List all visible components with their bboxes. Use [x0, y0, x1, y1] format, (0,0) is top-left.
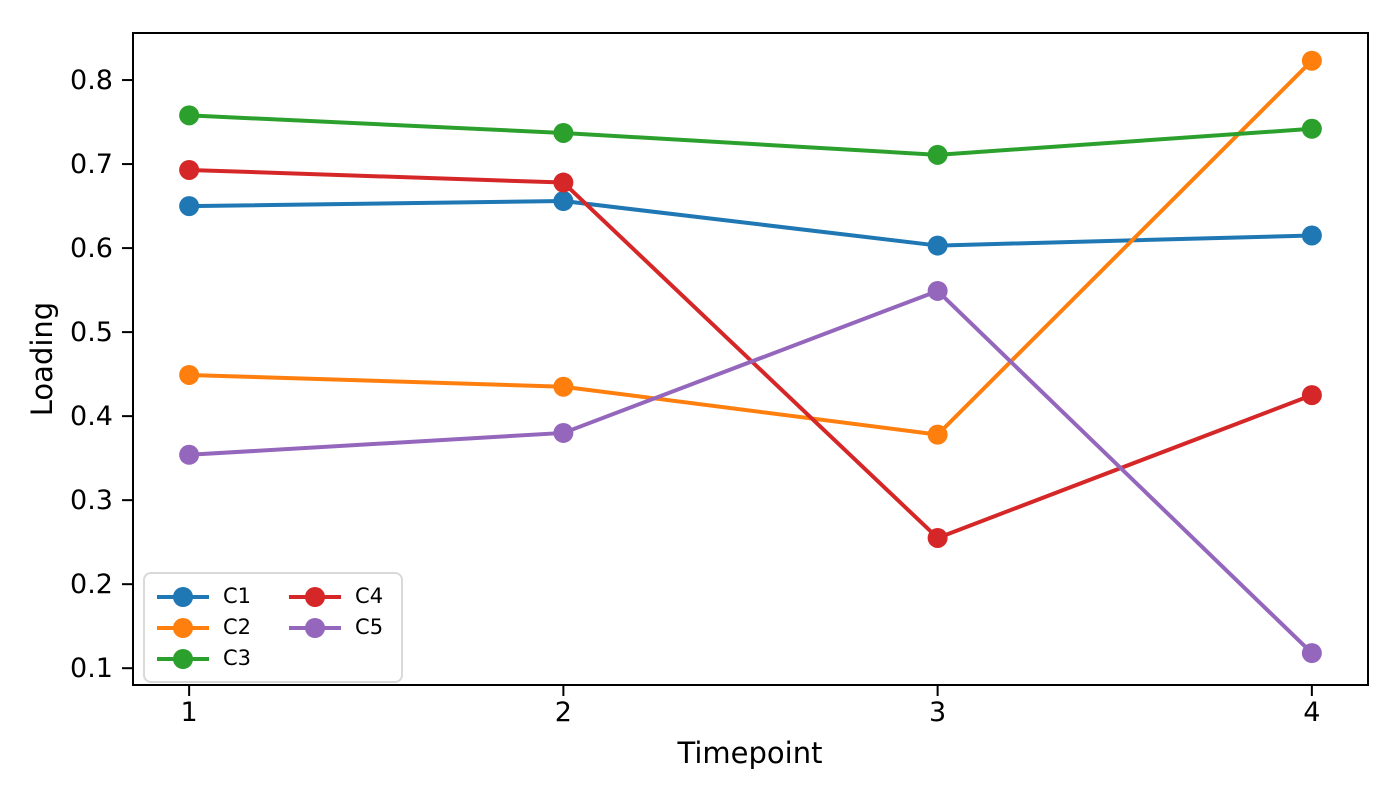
- marker-C3-t2: [553, 122, 574, 143]
- legend-marker-c4: [289, 586, 342, 607]
- x-tick-label: 2: [555, 697, 572, 728]
- legend-marker-c1: [157, 586, 209, 607]
- marker-C2-t1: [179, 364, 200, 385]
- legend-dot-icon: [305, 617, 326, 638]
- series-line-C5: [187, 288, 1314, 656]
- x-tick-label: 1: [181, 697, 198, 728]
- marker-C3-t1: [179, 105, 200, 126]
- legend-label: C2: [223, 615, 252, 639]
- x-tick-label: 3: [929, 697, 946, 728]
- x-tick-label: 4: [1303, 697, 1320, 728]
- legend-marker-c3: [157, 648, 209, 669]
- series-line-C2: [187, 58, 1314, 437]
- y-tick-label: 0.6: [70, 233, 113, 264]
- legend-dot-icon: [173, 586, 193, 607]
- marker-C4-t1: [179, 159, 200, 180]
- legend-item-c4: C4: [289, 582, 383, 611]
- marker-C5-t1: [179, 444, 200, 465]
- marker-C1-t3: [927, 235, 948, 256]
- marker-C1-t2: [553, 191, 574, 212]
- legend-label: C1: [223, 584, 252, 608]
- x-axis-label: Timepoint: [677, 736, 823, 770]
- y-tick-label: 0.4: [70, 401, 113, 432]
- marker-C1-t1: [179, 196, 200, 217]
- marker-C3-t3: [927, 144, 948, 165]
- marker-C4-t2: [553, 172, 574, 193]
- y-tick-label: 0.1: [70, 653, 113, 684]
- y-tick-label: 0.5: [70, 317, 113, 348]
- legend-item-c1: C1: [157, 582, 251, 611]
- legend-item-c3: C3: [157, 644, 251, 673]
- y-tick-label: 0.3: [70, 485, 113, 516]
- legend: C1 C2 C3 C4 C5: [143, 572, 404, 683]
- legend-item-c2: C2: [157, 613, 251, 642]
- y-tick-label: 0.7: [70, 149, 113, 180]
- legend-marker-c2: [157, 617, 209, 638]
- series-line-C3: [187, 113, 1314, 157]
- y-axis-label: Loading: [25, 301, 59, 417]
- series-line-C1: [187, 199, 1314, 248]
- marker-C4-t3: [927, 527, 948, 548]
- marker-C2-t4: [1301, 50, 1322, 71]
- legend-dot-icon: [305, 586, 326, 607]
- marker-C5-t4: [1301, 643, 1322, 664]
- plot-border: [132, 32, 1369, 686]
- marker-C2-t3: [927, 424, 948, 445]
- legend-label: C4: [355, 584, 384, 608]
- marker-C3-t4: [1301, 118, 1322, 139]
- y-tick-label: 0.8: [70, 65, 113, 96]
- legend-item-c5: C5: [289, 613, 383, 642]
- marker-C1-t4: [1301, 225, 1322, 246]
- legend-label: C5: [355, 615, 384, 639]
- marker-C5-t3: [927, 280, 948, 301]
- y-tick-label: 0.2: [70, 569, 113, 600]
- legend-dot-icon: [173, 617, 193, 638]
- legend-marker-c5: [289, 617, 342, 638]
- marker-C5-t2: [553, 422, 574, 443]
- legend-label: C3: [223, 646, 252, 670]
- legend-dot-icon: [173, 648, 193, 669]
- marker-C4-t4: [1301, 385, 1322, 406]
- marker-C2-t2: [553, 376, 574, 397]
